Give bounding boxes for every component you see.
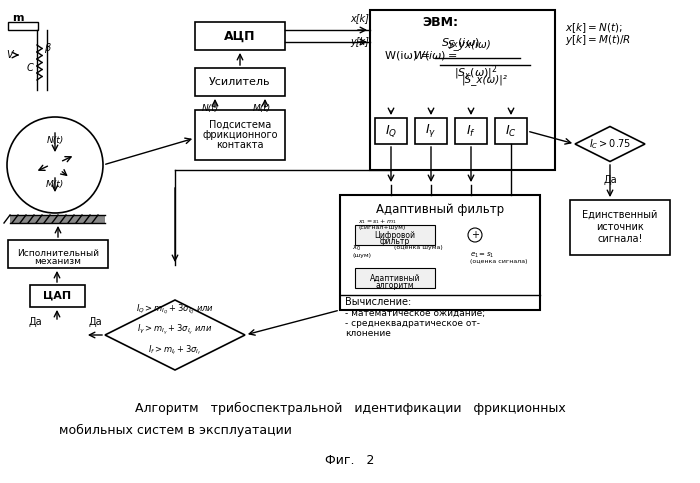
Text: механизм: механизм — [34, 257, 81, 267]
Circle shape — [7, 117, 103, 213]
FancyBboxPatch shape — [355, 225, 435, 245]
Text: $I_f > m_{I_f} + 3\sigma_{I_f}$: $I_f > m_{I_f} + 3\sigma_{I_f}$ — [148, 343, 202, 357]
Text: фильтр: фильтр — [380, 238, 410, 246]
FancyBboxPatch shape — [10, 215, 105, 223]
FancyBboxPatch shape — [195, 22, 285, 50]
Text: $I_C > 0.75$: $I_C > 0.75$ — [589, 137, 631, 151]
Text: x[k]: x[k] — [350, 13, 369, 23]
Text: Адаптивный фильтр: Адаптивный фильтр — [376, 203, 504, 216]
Text: V: V — [7, 50, 13, 60]
Text: M(t): M(t) — [253, 103, 271, 113]
Text: N(t): N(t) — [46, 136, 64, 144]
Text: $I_C$: $I_C$ — [505, 124, 517, 139]
Text: $I_\gamma$: $I_\gamma$ — [426, 123, 437, 140]
Text: y[k]: y[k] — [350, 37, 369, 47]
Text: Да: Да — [603, 175, 617, 185]
Text: $y[k] = M(t) / R$: $y[k] = M(t) / R$ — [565, 33, 631, 47]
Text: $I_\gamma > m_{I_\gamma} + 3\sigma_{I_\gamma}$ или: $I_\gamma > m_{I_\gamma} + 3\sigma_{I_\g… — [137, 323, 213, 337]
FancyBboxPatch shape — [195, 110, 285, 160]
Text: Вычисление:: Вычисление: — [345, 297, 412, 307]
Text: АЦП: АЦП — [224, 29, 256, 43]
Text: (оценка сигнала): (оценка сигнала) — [470, 259, 528, 265]
Text: (сигнал+шум): (сигнал+шум) — [358, 226, 405, 230]
Text: Адаптивный: Адаптивный — [370, 273, 420, 283]
Text: Да: Да — [88, 317, 102, 327]
Text: S_yx(iω): S_yx(iω) — [448, 40, 492, 50]
FancyBboxPatch shape — [415, 118, 447, 144]
Text: $x_0$: $x_0$ — [352, 243, 361, 253]
Circle shape — [468, 228, 482, 242]
FancyBboxPatch shape — [355, 268, 435, 288]
Text: источник: источник — [596, 222, 644, 232]
Text: Усилитель: Усилитель — [209, 77, 271, 87]
FancyBboxPatch shape — [570, 200, 670, 255]
FancyBboxPatch shape — [375, 118, 407, 144]
Text: Подсистема: Подсистема — [209, 120, 271, 130]
Text: контакта: контакта — [216, 140, 264, 150]
Text: N(t): N(t) — [202, 103, 218, 113]
Text: (оценка шума): (оценка шума) — [393, 245, 442, 251]
Text: Фиг.   2: Фиг. 2 — [326, 454, 374, 467]
Polygon shape — [105, 300, 245, 370]
Text: m: m — [13, 13, 24, 23]
FancyBboxPatch shape — [8, 240, 108, 268]
FancyBboxPatch shape — [8, 22, 38, 30]
Text: ЦАП: ЦАП — [43, 291, 71, 301]
Text: сигнала!: сигнала! — [597, 234, 643, 244]
FancyBboxPatch shape — [195, 68, 285, 96]
Text: $e_1=s_1$: $e_1=s_1$ — [470, 250, 494, 259]
Text: Цифровой: Цифровой — [374, 230, 416, 240]
Text: $W(i\omega) = $: $W(i\omega) = $ — [413, 48, 457, 61]
FancyBboxPatch shape — [340, 195, 540, 310]
Text: фрикционного: фрикционного — [202, 130, 278, 140]
Text: $S_{yx}(i\omega)$: $S_{yx}(i\omega)$ — [440, 37, 480, 53]
Text: ЭВМ:: ЭВМ: — [422, 15, 458, 28]
Text: C: C — [27, 63, 34, 73]
Text: (шум): (шум) — [352, 253, 371, 257]
Text: - среднеквадратическое от-: - среднеквадратическое от- — [345, 318, 480, 327]
Text: алгоритм: алгоритм — [376, 281, 414, 289]
FancyBboxPatch shape — [455, 118, 487, 144]
Text: $I_f$: $I_f$ — [466, 124, 476, 139]
Text: клонение: клонение — [345, 328, 391, 338]
Text: $I_Q > m_{I_Q} + 3\sigma_{I_Q}$ или: $I_Q > m_{I_Q} + 3\sigma_{I_Q}$ или — [136, 303, 214, 317]
Text: Алгоритм   трибоспектральной   идентификации   фрикционных: Алгоритм трибоспектральной идентификации… — [134, 401, 566, 414]
Text: Исполнительный: Исполнительный — [17, 250, 99, 258]
Text: Да: Да — [28, 317, 42, 327]
Text: |S_x(ω)|²: |S_x(ω)|² — [462, 74, 508, 85]
Text: W(iω) =: W(iω) = — [385, 50, 430, 60]
Text: β: β — [44, 43, 50, 53]
FancyBboxPatch shape — [30, 285, 85, 307]
Text: мобильных систем в эксплуатации: мобильных систем в эксплуатации — [59, 424, 291, 437]
Text: $x_1=s_1+m_1$: $x_1=s_1+m_1$ — [358, 217, 397, 227]
FancyBboxPatch shape — [495, 118, 527, 144]
FancyBboxPatch shape — [370, 10, 555, 170]
Polygon shape — [575, 127, 645, 161]
Text: $|S_x(\omega)|^2$: $|S_x(\omega)|^2$ — [454, 64, 498, 82]
Text: $x[k] = N(t);$: $x[k] = N(t);$ — [565, 21, 622, 35]
Text: Единственный: Единственный — [582, 210, 658, 220]
Text: M(t): M(t) — [46, 181, 64, 189]
Text: - математическое ожидание;: - математическое ожидание; — [345, 309, 485, 317]
Text: +: + — [471, 230, 479, 240]
Text: $I_Q$: $I_Q$ — [385, 123, 397, 139]
